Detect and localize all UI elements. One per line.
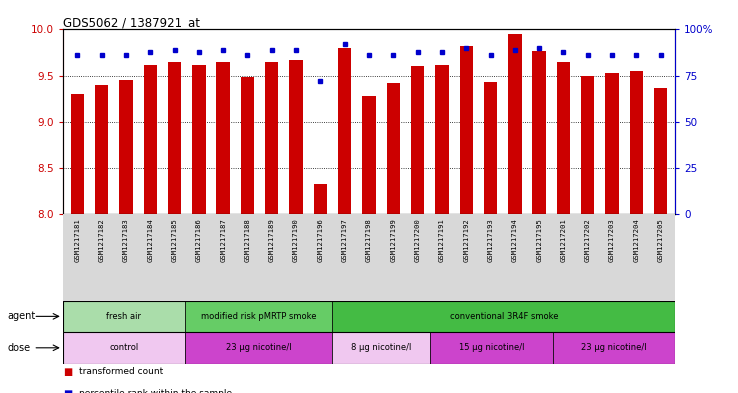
Text: GSM1217186: GSM1217186: [196, 219, 202, 262]
Bar: [95, 85, 108, 214]
Bar: [532, 51, 546, 214]
Text: GSM1217188: GSM1217188: [244, 219, 250, 262]
Text: GSM1217190: GSM1217190: [293, 219, 299, 262]
Text: percentile rank within the sample: percentile rank within the sample: [79, 389, 232, 393]
Text: GSM1217195: GSM1217195: [536, 219, 542, 262]
Text: modified risk pMRTP smoke: modified risk pMRTP smoke: [201, 312, 317, 321]
Text: GSM1217185: GSM1217185: [171, 219, 178, 262]
Bar: [185, 301, 332, 332]
Text: GSM1217201: GSM1217201: [560, 219, 567, 262]
Bar: [553, 332, 675, 364]
Bar: [435, 64, 449, 214]
Bar: [192, 64, 206, 214]
Text: transformed count: transformed count: [79, 367, 163, 376]
Bar: [508, 34, 522, 214]
Bar: [168, 62, 182, 214]
Bar: [556, 62, 570, 214]
Text: GSM1217200: GSM1217200: [415, 219, 421, 262]
Text: GSM1217191: GSM1217191: [439, 219, 445, 262]
Bar: [71, 94, 84, 214]
Text: GSM1217189: GSM1217189: [269, 219, 275, 262]
Bar: [185, 332, 332, 364]
Bar: [581, 75, 594, 214]
Text: GSM1217193: GSM1217193: [488, 219, 494, 262]
Text: GSM1217198: GSM1217198: [366, 219, 372, 262]
Bar: [241, 77, 254, 214]
Text: GSM1217187: GSM1217187: [220, 219, 226, 262]
Text: GSM1217203: GSM1217203: [609, 219, 615, 262]
Text: control: control: [109, 343, 139, 352]
Bar: [332, 301, 675, 332]
Bar: [120, 80, 133, 214]
Text: GSM1217184: GSM1217184: [148, 219, 154, 262]
Bar: [605, 73, 618, 214]
Bar: [460, 46, 473, 214]
Text: GSM1217202: GSM1217202: [584, 219, 590, 262]
Text: GSM1217183: GSM1217183: [123, 219, 129, 262]
Text: GSM1217204: GSM1217204: [633, 219, 639, 262]
Bar: [332, 332, 430, 364]
Text: 8 μg nicotine/l: 8 μg nicotine/l: [351, 343, 412, 352]
Bar: [484, 82, 497, 214]
Text: fresh air: fresh air: [106, 312, 142, 321]
Bar: [411, 66, 424, 214]
Text: GSM1217182: GSM1217182: [99, 219, 105, 262]
Text: ■: ■: [63, 389, 72, 393]
Text: 15 μg nicotine/l: 15 μg nicotine/l: [459, 343, 524, 352]
Bar: [654, 88, 667, 214]
Text: dose: dose: [7, 343, 30, 353]
Bar: [63, 332, 185, 364]
Text: GSM1217181: GSM1217181: [75, 219, 80, 262]
Bar: [338, 48, 351, 214]
Bar: [144, 66, 157, 214]
Text: GSM1217205: GSM1217205: [658, 219, 663, 262]
Text: 23 μg nicotine/l: 23 μg nicotine/l: [226, 343, 292, 352]
Bar: [314, 184, 327, 214]
Bar: [630, 71, 643, 214]
Text: agent: agent: [7, 311, 35, 321]
Bar: [289, 60, 303, 214]
Bar: [265, 62, 278, 214]
Bar: [216, 62, 230, 214]
Text: GDS5062 / 1387921_at: GDS5062 / 1387921_at: [63, 16, 200, 29]
Bar: [362, 96, 376, 214]
Text: ■: ■: [63, 367, 72, 377]
Text: GSM1217197: GSM1217197: [342, 219, 348, 262]
Bar: [387, 83, 400, 214]
Text: GSM1217196: GSM1217196: [317, 219, 323, 262]
Text: GSM1217192: GSM1217192: [463, 219, 469, 262]
Text: conventional 3R4F smoke: conventional 3R4F smoke: [449, 312, 558, 321]
Bar: [430, 332, 553, 364]
Text: GSM1217199: GSM1217199: [390, 219, 396, 262]
Text: 23 μg nicotine/l: 23 μg nicotine/l: [582, 343, 646, 352]
Text: GSM1217194: GSM1217194: [512, 219, 518, 262]
Bar: [63, 301, 185, 332]
